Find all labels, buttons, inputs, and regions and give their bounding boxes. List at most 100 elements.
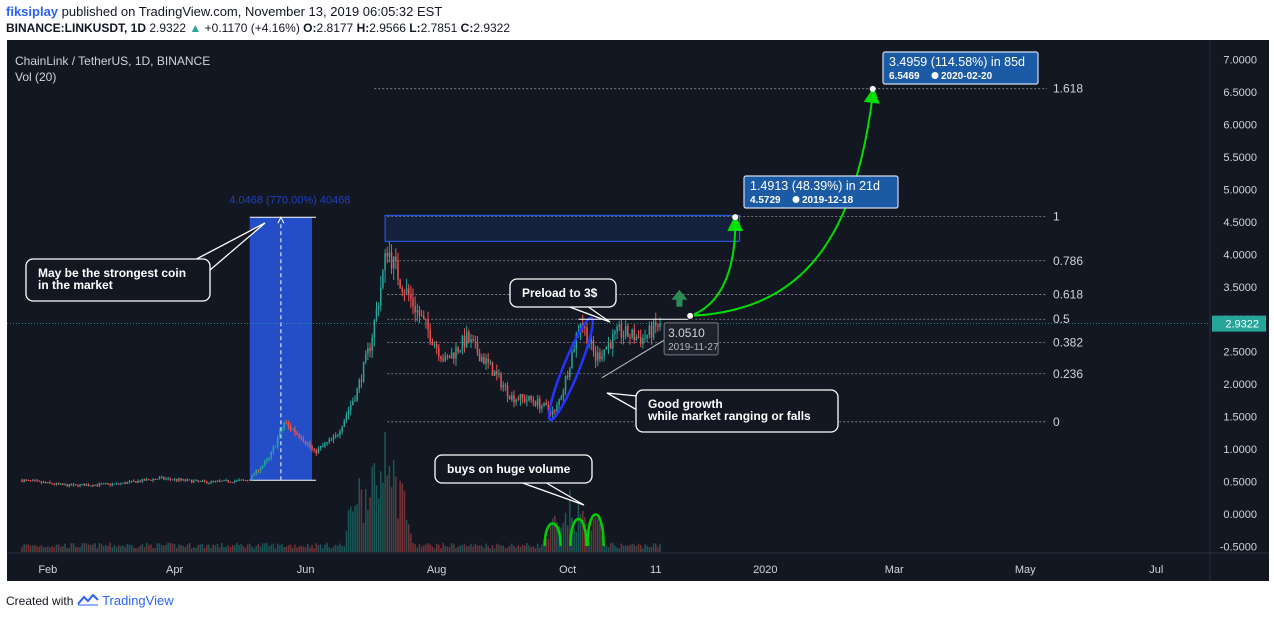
candle-body [279,430,281,438]
candle-body [597,352,599,361]
volume-bar [607,547,610,552]
volume-bar [614,545,616,552]
volume-bar [324,544,326,552]
volume-bar [328,547,330,552]
volume-bar [575,531,578,552]
candle-body [281,428,283,431]
candle-body [100,483,103,485]
volume-bar [27,544,30,552]
candle-body [483,357,485,364]
volume-bar [433,548,436,552]
candle-body [405,288,408,294]
candle-body [34,480,36,482]
chart-container[interactable]: 1.618 1 0.786 0.618 0.5 0.382 0.236 0 4.0468 (7… [7,40,1269,581]
candle-body [590,340,593,344]
candle-body [306,443,309,445]
volume-bar [377,498,380,552]
candle-body [57,483,60,485]
volume-bar [287,545,290,552]
candle-body [122,482,124,484]
candle-body [536,398,539,406]
volume-bar [57,544,60,552]
candle-body [513,395,515,403]
volume-bar [251,546,253,552]
candle-body [42,482,45,484]
candle-body [218,480,221,482]
candle-body [639,337,642,344]
candle-body [72,484,75,486]
volume-bar [49,547,51,552]
volume-bar [579,514,582,552]
volume-bar [358,478,361,552]
volume-bar [551,518,554,552]
volume-bar [539,547,541,552]
candle-body [289,425,292,430]
volume-bar [343,546,346,552]
candle-body [629,337,631,339]
volume-bar [36,546,38,552]
volume-bar [255,545,257,552]
volume-bar [218,547,221,552]
volume-bar [309,547,311,552]
volume-bar [465,546,468,552]
candle-body [373,320,376,338]
volume-bar [169,542,172,552]
candle-body [182,479,184,481]
candle-body [438,347,440,357]
volume-bar [201,543,204,552]
candle-body [605,347,608,350]
growth-pointer [606,392,638,411]
candle-body [94,484,96,486]
candle-body [201,480,204,482]
volume-bar [558,526,560,552]
fib-level-label: 0 [1053,415,1060,429]
growth-text: while market ranging or falls [647,409,811,423]
chart-title: ChainLink / TetherUS, 1D, BINANCE [15,54,210,68]
volume-bar [64,543,66,552]
candle-body [64,484,66,486]
author-name[interactable]: fiksiplay [6,4,59,19]
candle-body [180,478,182,481]
candle-body [431,341,434,345]
fib-level-label: 1 [1053,210,1060,224]
volume-bar [326,542,328,552]
volume-bar [474,543,477,552]
clock-icon [931,72,939,79]
candle-body [339,431,341,435]
volume-bar [100,544,103,552]
volume-bar [233,545,236,552]
candle-body [244,480,247,482]
symbol-label: BINANCE:LINKUSDT, 1D [6,21,147,35]
volume-bar [229,547,232,552]
candle-body [285,422,288,424]
volume-bar [158,543,161,552]
price-chart[interactable]: 1.618 1 0.786 0.618 0.5 0.382 0.236 0 4.0468 (7… [7,40,1269,581]
candle-body [148,479,150,481]
candle-body [554,410,556,412]
candle-body [210,481,212,483]
volume-bar [122,545,124,552]
candle-body [508,396,511,400]
volume-bar [296,547,298,552]
volume-bar [367,510,369,552]
candle-body [266,459,268,462]
candle-body [115,483,118,485]
candle-body [154,479,156,481]
volume-bar [631,543,633,552]
candle-body [156,478,159,480]
volume-bar [624,545,627,552]
tradingview-brand[interactable]: TradingView [102,593,174,608]
candle-body [543,402,545,407]
candle-body [549,409,552,415]
time-tick-label: Oct [559,564,576,576]
candle-body [120,483,122,485]
volume-bar [285,546,288,552]
candle-body [390,252,393,269]
volume-bar [652,543,655,552]
volume-bar [569,490,571,552]
candle-body [511,395,513,400]
candle-body [96,484,98,486]
volume-bar [511,543,513,552]
volume-bar [59,546,62,552]
candle-body [418,310,421,316]
